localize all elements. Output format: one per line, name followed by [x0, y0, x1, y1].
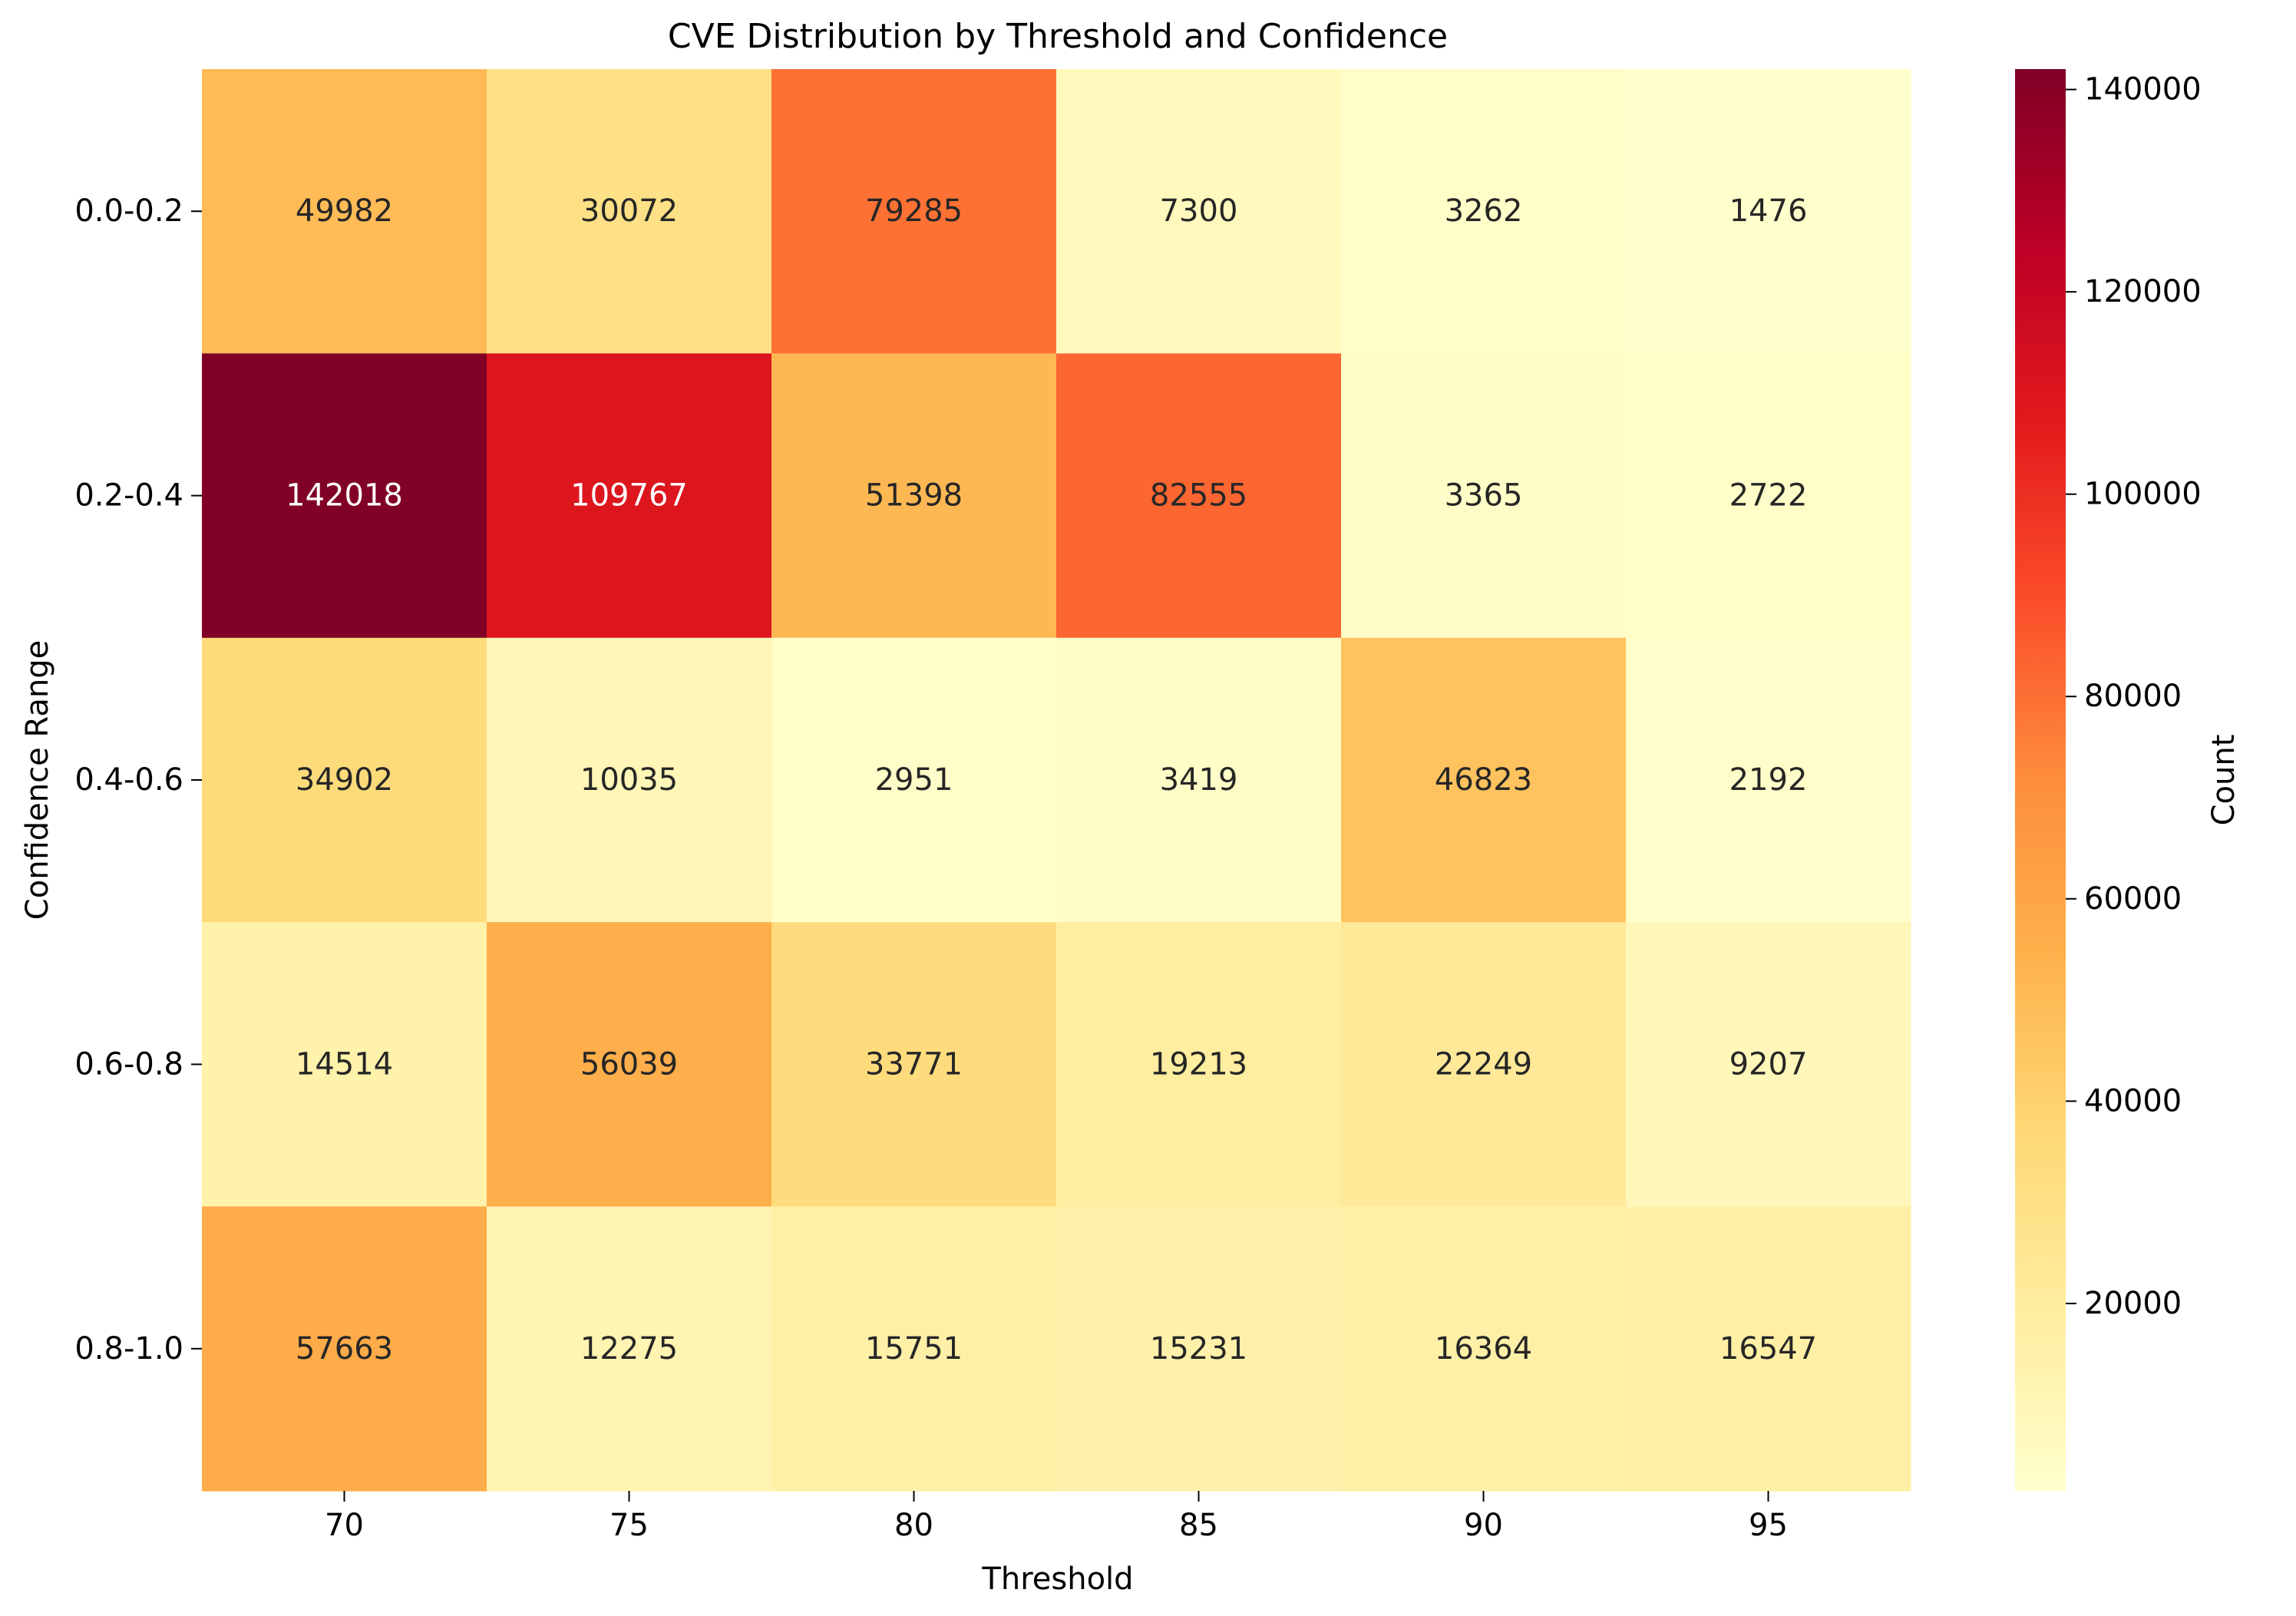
heatmap-cell — [202, 922, 487, 1208]
heatmap-cell — [487, 637, 772, 923]
x-tick-label: 80 — [894, 1508, 933, 1543]
heatmap-cell — [1056, 637, 1342, 923]
heatmap-cell — [771, 353, 1057, 639]
cell-value-label: 3262 — [1445, 193, 1523, 229]
y-tick-label: 0.8-1.0 — [74, 1331, 183, 1366]
y-tick-label: 0.4-0.6 — [74, 762, 183, 798]
cell-value-label: 34902 — [296, 762, 393, 798]
heatmap-cell — [1626, 637, 1911, 923]
heatmap-cell — [487, 922, 772, 1208]
heatmap-cell — [1056, 1206, 1342, 1492]
cell-value-label: 9207 — [1729, 1046, 1808, 1082]
cell-value-label: 2192 — [1729, 762, 1808, 798]
colorbar-tick-label: 100000 — [2084, 477, 2202, 512]
heatmap-cell — [1626, 1206, 1911, 1492]
cell-value-label: 33771 — [865, 1046, 963, 1082]
cell-value-label: 49982 — [296, 193, 393, 229]
heatmap-cell — [1341, 1206, 1627, 1492]
heatmap-cell — [1341, 922, 1627, 1208]
cell-value-label: 46823 — [1435, 762, 1532, 798]
heatmap-cell-labels: 49982 30072 79285 7300 3262 1476 142018 109767 5… — [286, 193, 1817, 1366]
heatmap-cell — [1626, 353, 1911, 639]
heatmap-cell — [1626, 69, 1911, 354]
cell-value-label: 79285 — [865, 193, 963, 229]
heatmap-cell — [487, 69, 772, 354]
cell-value-label: 30072 — [580, 193, 678, 229]
heatmap-cell — [1341, 637, 1627, 923]
heatmap-cell — [202, 1206, 487, 1492]
colorbar — [2015, 69, 2066, 1491]
cell-value-label: 7300 — [1160, 193, 1238, 229]
x-tick-label: 90 — [1464, 1508, 1503, 1543]
cell-value-label: 10035 — [580, 762, 678, 798]
colorbar-tick-label: 40000 — [2084, 1083, 2182, 1119]
cell-value-label: 15751 — [865, 1331, 963, 1366]
cell-value-label: 12275 — [580, 1331, 678, 1366]
cell-value-label: 3365 — [1445, 478, 1523, 514]
heatmap-cell — [1341, 69, 1627, 354]
y-tick-label: 0.6-0.8 — [74, 1046, 183, 1082]
y-tick-label: 0.2-0.4 — [74, 478, 183, 514]
heatmap-cell — [1341, 353, 1627, 639]
colorbar-tick-label: 80000 — [2084, 679, 2182, 714]
chart-title: CVE Distribution by Threshold and Confid… — [668, 17, 1448, 56]
heatmap-cell — [1056, 922, 1342, 1208]
cell-value-label: 56039 — [580, 1046, 678, 1082]
cell-value-label: 3419 — [1160, 762, 1238, 798]
cell-value-label: 1476 — [1729, 193, 1808, 229]
cell-value-label: 82555 — [1150, 478, 1247, 514]
heatmap-cell — [771, 1206, 1057, 1492]
heatmap-cell — [1626, 922, 1911, 1208]
cell-value-label: 15231 — [1150, 1331, 1247, 1366]
cell-value-label: 19213 — [1150, 1046, 1247, 1082]
x-tick-label: 95 — [1749, 1508, 1788, 1543]
heatmap-cell — [487, 353, 772, 639]
cell-value-label: 14514 — [296, 1046, 393, 1082]
colorbar-label: Count — [2206, 735, 2241, 826]
colorbar-tick-label: 120000 — [2084, 274, 2202, 309]
heatmap-cell — [1056, 69, 1342, 354]
cell-value-label: 142018 — [286, 478, 403, 514]
heatmap-cells — [202, 69, 1911, 1492]
cell-value-label: 51398 — [865, 478, 963, 514]
cell-value-label: 22249 — [1435, 1046, 1532, 1082]
y-tick-label: 0.0-0.2 — [74, 193, 183, 229]
x-tick-label: 70 — [325, 1508, 364, 1543]
y-axis-ticks: 0.0-0.2 0.2-0.4 0.4-0.6 0.6-0.8 0.8-1.0 — [74, 193, 202, 1366]
x-axis-label: Threshold — [981, 1561, 1133, 1597]
heatmap-cell — [1056, 353, 1342, 639]
y-axis-label: Confidence Range — [20, 640, 55, 920]
colorbar-tick-label: 60000 — [2084, 881, 2182, 917]
cell-value-label: 16547 — [1720, 1331, 1817, 1366]
cell-value-label: 2951 — [875, 762, 953, 798]
heatmap-cell — [771, 69, 1057, 354]
heatmap-cell — [202, 353, 487, 639]
heatmap-cell — [487, 1206, 772, 1492]
x-tick-label: 75 — [610, 1508, 649, 1543]
cell-value-label: 109767 — [570, 478, 688, 514]
x-axis-ticks: 70 75 80 85 90 95 — [325, 1491, 1788, 1543]
cell-value-label: 16364 — [1435, 1331, 1532, 1366]
heatmap-cell — [202, 69, 487, 354]
colorbar-tick-label: 20000 — [2084, 1286, 2182, 1321]
x-tick-label: 85 — [1179, 1508, 1218, 1543]
heatmap-cell — [771, 637, 1057, 923]
heatmap-cell — [771, 922, 1057, 1208]
cell-value-label: 2722 — [1729, 478, 1808, 514]
heatmap-cell — [202, 637, 487, 923]
colorbar-ticks: 20000 40000 60000 80000 100000 120000 140000 — [2066, 72, 2202, 1321]
cell-value-label: 57663 — [296, 1331, 393, 1366]
colorbar-tick-label: 140000 — [2084, 72, 2202, 107]
